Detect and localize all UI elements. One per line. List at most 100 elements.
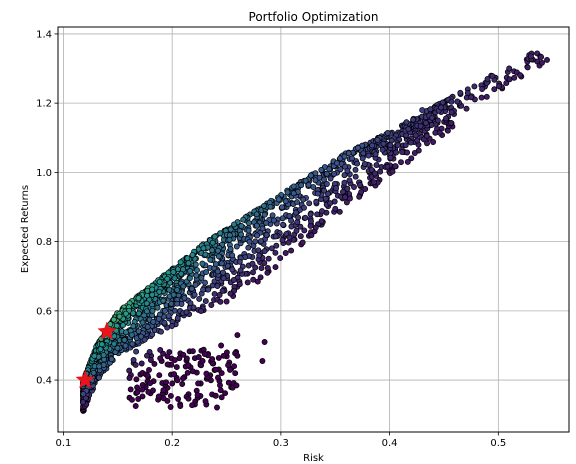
- data-point: [249, 260, 256, 267]
- data-point: [234, 352, 241, 359]
- data-point: [202, 398, 209, 405]
- data-point: [149, 291, 156, 298]
- data-point: [133, 376, 140, 383]
- data-point: [168, 300, 175, 307]
- data-point: [256, 252, 263, 259]
- data-point: [200, 245, 207, 252]
- y-tick-label: 1.4: [36, 29, 52, 40]
- data-point: [179, 381, 186, 387]
- data-point: [181, 295, 188, 301]
- data-point: [346, 195, 353, 202]
- data-point: [326, 166, 333, 173]
- data-point: [127, 386, 134, 393]
- data-point: [134, 384, 141, 391]
- data-point: [290, 183, 297, 190]
- data-point: [407, 139, 414, 146]
- data-point: [149, 286, 156, 293]
- data-point: [384, 163, 391, 170]
- data-point: [489, 73, 496, 80]
- data-point: [220, 275, 227, 282]
- data-point: [138, 333, 145, 340]
- data-point: [293, 209, 299, 216]
- data-point: [161, 307, 168, 314]
- data-point: [190, 304, 197, 311]
- data-point: [312, 224, 319, 231]
- data-point: [146, 366, 152, 373]
- data-point: [150, 318, 157, 325]
- data-point: [108, 356, 115, 363]
- data-point: [227, 290, 234, 297]
- data-point: [171, 371, 178, 378]
- data-point: [314, 190, 321, 197]
- data-point: [229, 266, 236, 273]
- data-point: [185, 362, 192, 369]
- data-point: [302, 214, 309, 221]
- data-point: [539, 59, 545, 66]
- data-point: [217, 387, 224, 394]
- x-tick-label: 0.5: [490, 438, 506, 449]
- data-point: [192, 261, 199, 268]
- x-axis-ticks: 0.1 0.2 0.3 0.4 0.5: [55, 432, 506, 449]
- data-point: [121, 337, 128, 343]
- data-point: [345, 150, 352, 157]
- data-point: [374, 136, 381, 143]
- data-point: [232, 370, 239, 377]
- data-point: [199, 260, 206, 267]
- data-point: [207, 256, 214, 263]
- data-point: [414, 137, 421, 144]
- data-point: [170, 291, 177, 298]
- data-point: [227, 366, 233, 373]
- data-point: [346, 177, 353, 184]
- plot-frame: [57, 26, 570, 433]
- data-point: [422, 120, 429, 126]
- data-point: [269, 212, 276, 219]
- data-point: [234, 332, 241, 339]
- data-point: [167, 404, 174, 410]
- data-point: [174, 287, 181, 293]
- data-point: [263, 219, 270, 226]
- data-point: [380, 140, 387, 147]
- x-axis-label: Risk: [303, 453, 324, 464]
- data-point: [120, 322, 126, 329]
- data-point: [448, 109, 455, 116]
- data-point: [196, 295, 203, 302]
- data-point: [282, 198, 289, 205]
- data-point: [343, 199, 350, 206]
- data-point: [149, 331, 156, 338]
- data-point: [187, 268, 194, 275]
- data-point: [184, 369, 191, 376]
- data-point: [337, 166, 344, 173]
- data-point: [483, 93, 490, 100]
- data-point: [506, 65, 513, 72]
- data-point: [177, 259, 184, 266]
- data-point: [306, 200, 313, 207]
- data-point: [288, 217, 295, 224]
- data-point: [218, 260, 225, 267]
- data-point: [96, 374, 102, 381]
- data-point: [195, 354, 202, 360]
- data-point: [254, 232, 261, 239]
- data-point: [463, 105, 470, 112]
- data-point: [360, 150, 367, 157]
- data-point: [184, 255, 191, 262]
- y-tick-label: 0.6: [36, 306, 52, 317]
- data-point: [164, 361, 171, 368]
- data-point: [286, 234, 293, 241]
- data-point: [393, 149, 400, 156]
- data-point: [169, 380, 176, 387]
- data-point: [272, 233, 279, 240]
- data-point: [161, 319, 168, 326]
- data-point: [170, 269, 177, 275]
- data-point: [272, 249, 279, 256]
- data-point: [122, 342, 129, 349]
- data-point: [186, 275, 193, 282]
- data-point: [430, 139, 437, 145]
- data-point: [299, 239, 306, 246]
- data-point: [517, 72, 524, 79]
- data-point: [405, 126, 412, 133]
- data-point: [438, 104, 445, 111]
- data-point: [246, 220, 252, 227]
- data-point: [218, 394, 225, 401]
- data-point: [163, 379, 170, 386]
- data-point: [253, 222, 260, 229]
